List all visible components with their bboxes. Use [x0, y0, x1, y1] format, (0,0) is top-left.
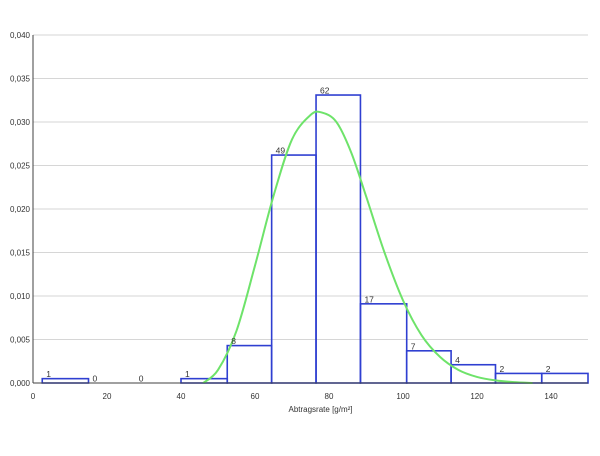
x-tick-label: 120 [470, 392, 484, 401]
x-tick-label: 140 [544, 392, 558, 401]
y-tick-labels: 0,000 0,005 0,010 0,015 0,020 0,025 0,030 0,035… [10, 31, 31, 388]
x-axis-title: Abtragsrate [g/m²] [288, 405, 352, 414]
x-tick-label: 20 [103, 392, 112, 401]
x-tick-label: 40 [177, 392, 186, 401]
density-curve-layer [202, 110, 533, 384]
bar-count-label: 4 [455, 355, 460, 365]
bar-count-label: 49 [276, 146, 286, 156]
bar-count-label: 2 [500, 364, 505, 374]
y-tick-label: 0,010 [10, 292, 31, 301]
bar-count-label: 2 [546, 364, 551, 374]
y-tick-label: 0,005 [10, 336, 31, 345]
y-tick-label: 0,040 [10, 31, 31, 40]
bar-count-labels: 1 0 0 1 8 49 62 17 7 4 2 2 [46, 86, 551, 384]
bar-count-label: 62 [320, 86, 330, 96]
bar-count-label: 0 [139, 374, 144, 384]
x-tick-labels: 0 20 40 60 80 100 120 140 [31, 392, 558, 401]
y-tick-label: 0,020 [10, 205, 31, 214]
y-tick-label: 0,030 [10, 118, 31, 127]
bar-count-label: 7 [411, 341, 416, 351]
histogram-bar [226, 344, 273, 384]
bar-count-label: 8 [231, 336, 236, 346]
y-tick-label: 0,035 [10, 75, 31, 84]
y-tick-label: 0,015 [10, 249, 31, 258]
x-tick-label: 80 [325, 392, 334, 401]
y-tick-label: 0,000 [10, 379, 31, 388]
x-tick-label: 100 [396, 392, 410, 401]
histogram-bar [359, 303, 408, 384]
x-tick-label: 0 [31, 392, 36, 401]
gridlines [33, 34, 588, 340]
y-tick-label: 0,025 [10, 162, 31, 171]
bar-count-label: 1 [46, 369, 51, 379]
bar-count-label: 17 [364, 294, 374, 304]
x-tick-label: 60 [251, 392, 260, 401]
histogram-bar [270, 154, 317, 384]
axes [32, 35, 588, 384]
histogram-bar [540, 372, 589, 384]
density-curve [202, 110, 533, 384]
bar-count-label: 1 [185, 369, 190, 379]
histogram-bar [405, 350, 452, 384]
bar-count-label: 0 [93, 374, 98, 384]
histogram-bar [41, 377, 90, 384]
